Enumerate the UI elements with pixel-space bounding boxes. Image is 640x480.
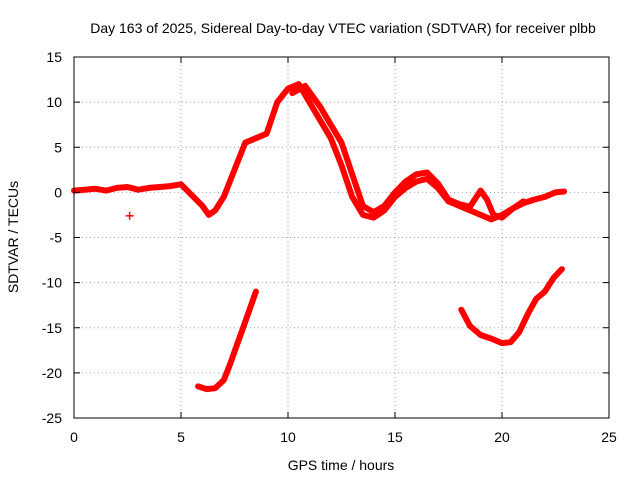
y-tick-label: 0 — [54, 184, 62, 200]
x-tick-label: 25 — [601, 429, 617, 445]
y-axis-label: SDTVAR / TECUs — [5, 181, 21, 293]
chart-title: Day 163 of 2025, Sidereal Day-to-day VTE… — [90, 20, 596, 36]
x-tick-label: 5 — [177, 429, 185, 445]
y-tick-label: -25 — [42, 410, 62, 426]
data-series — [71, 81, 568, 393]
series-arc-2 — [458, 266, 565, 347]
y-tick-label: -15 — [42, 320, 62, 336]
x-tick-label: 0 — [70, 429, 78, 445]
x-tick-label: 10 — [280, 429, 296, 445]
series-main-trace — [71, 81, 568, 223]
grid — [74, 57, 609, 418]
x-tick-label: 15 — [387, 429, 403, 445]
axis-ticks — [73, 56, 610, 419]
y-tick-label: 15 — [46, 49, 62, 65]
x-tick-labels: 0 5 10 15 20 25 — [70, 429, 617, 445]
y-tick-label: -20 — [42, 365, 62, 381]
outlier-point — [125, 211, 134, 220]
y-tick-label: -5 — [50, 230, 63, 246]
y-tick-labels: 15 10 5 0 -5 -10 -15 -20 -25 — [42, 49, 62, 426]
x-axis-label: GPS time / hours — [288, 457, 395, 473]
y-tick-label: 10 — [46, 94, 62, 110]
y-tick-label: 5 — [54, 139, 62, 155]
series-arc-1 — [195, 288, 259, 393]
series-secondary-trace — [289, 82, 527, 221]
y-tick-label: -10 — [42, 275, 62, 291]
x-tick-label: 20 — [494, 429, 510, 445]
